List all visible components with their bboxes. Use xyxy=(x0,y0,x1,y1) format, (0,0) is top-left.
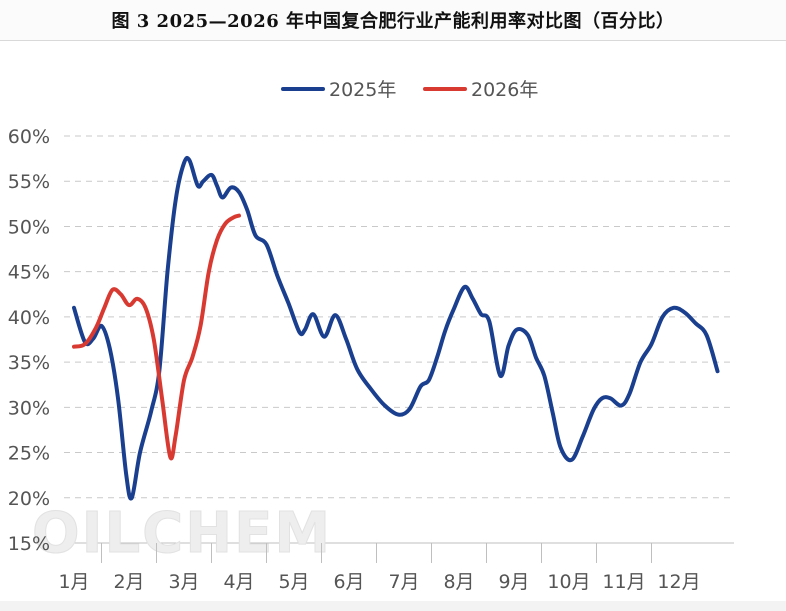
series-lines xyxy=(72,155,720,501)
y-tick-label: 40% xyxy=(8,307,50,329)
series-line-1 xyxy=(72,155,720,501)
x-axis-ticks: 1月 2月 3月 4月 5月 6月 7月 8月 9月 10月 11月 12月 xyxy=(58,543,701,593)
x-tick-label: 2月 xyxy=(113,571,144,593)
x-tick-label: 9月 xyxy=(498,571,529,593)
legend: 2025年 2026年 xyxy=(281,79,538,101)
x-tick-label: 12月 xyxy=(657,571,700,593)
x-tick-label: 7月 xyxy=(388,571,419,593)
legend-label-1: 2025年 xyxy=(329,79,396,101)
x-tick-label: 10月 xyxy=(547,571,590,593)
watermark: OILCHEM xyxy=(32,501,332,566)
x-tick-label: 8月 xyxy=(443,571,474,593)
y-axis-ticks: 15% 20% 25% 30% 35% 40% 45% 50% 55% 60% xyxy=(8,126,50,555)
y-tick-label: 30% xyxy=(8,397,50,419)
x-tick-label: 5月 xyxy=(278,571,309,593)
y-tick-label: 50% xyxy=(8,216,50,238)
y-tick-label: 55% xyxy=(8,171,50,193)
x-tick-label: 6月 xyxy=(333,571,364,593)
figure-title: 图 3 2025—2026 年中国复合肥行业产能利用率对比图（百分比） xyxy=(111,11,675,32)
y-tick-label: 60% xyxy=(8,126,50,148)
y-tick-label: 15% xyxy=(8,533,50,555)
y-tick-label: 45% xyxy=(8,262,50,284)
series-line-2 xyxy=(72,213,241,461)
x-tick-label: 1月 xyxy=(58,571,89,593)
legend-label-2: 2026年 xyxy=(471,79,538,101)
x-tick-label: 11月 xyxy=(602,571,645,593)
x-tick-label: 4月 xyxy=(223,571,254,593)
y-tick-label: 25% xyxy=(8,443,50,465)
figure-title-bar: 图 3 2025—2026 年中国复合肥行业产能利用率对比图（百分比） xyxy=(0,0,786,41)
x-tick-label: 3月 xyxy=(168,571,199,593)
gridlines xyxy=(64,135,734,544)
y-tick-label: 20% xyxy=(8,488,50,510)
y-tick-label: 35% xyxy=(8,352,50,374)
bottom-strip xyxy=(0,601,786,611)
